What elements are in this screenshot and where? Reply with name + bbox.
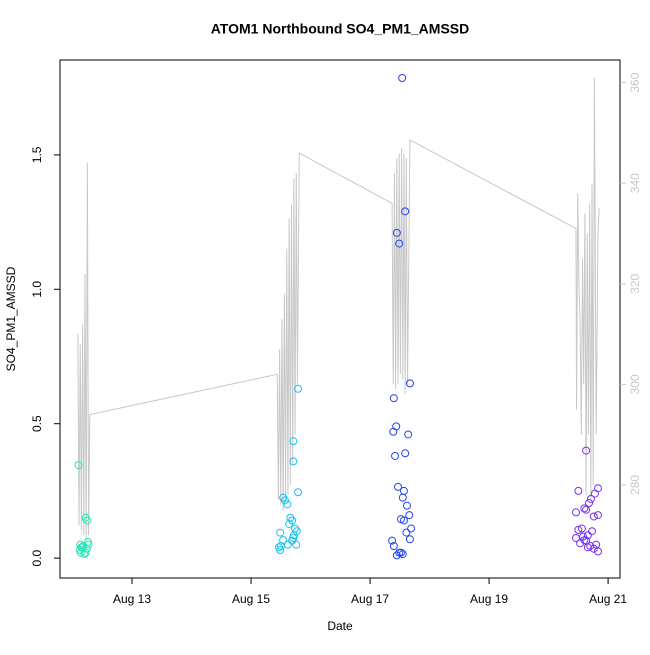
scatter-point [580, 504, 589, 513]
scatter-point [389, 394, 398, 403]
scatter-point [392, 228, 401, 237]
y2-tick-label: 300 [628, 374, 642, 394]
scatter-point [392, 551, 401, 560]
scatter-point [81, 548, 90, 557]
scatter-point [577, 524, 586, 533]
scatter-point [77, 543, 86, 552]
scatter-point [404, 430, 413, 439]
plot-frame [59, 59, 621, 579]
scatter-point [289, 457, 298, 466]
scatter-point [398, 493, 407, 502]
scatter-point [589, 544, 598, 553]
scatter-point [401, 449, 410, 458]
scatter-point [395, 239, 404, 248]
scatter-point [405, 535, 414, 544]
y-tick-label: 0.5 [30, 415, 44, 432]
scatter-point [585, 499, 594, 508]
scatter-point [276, 528, 285, 537]
y2-tick-label: 340 [628, 173, 642, 193]
scatter-point [582, 536, 591, 545]
y-tick-label: 1.0 [30, 281, 44, 298]
scatter-point [399, 486, 408, 495]
y2-tick-label: 320 [628, 273, 642, 293]
x-tick-label: Aug 13 [113, 592, 151, 606]
scatter-point [280, 496, 289, 505]
scatter-point [574, 486, 583, 495]
scatter-point [402, 501, 411, 510]
scatter-point [394, 482, 403, 491]
scatter-point [571, 508, 580, 517]
scatter-point [398, 550, 407, 559]
scatter-point [589, 512, 598, 521]
y-tick-label: 0.0 [30, 549, 44, 566]
scatter-point [398, 74, 407, 83]
y-tick-label: 1.5 [30, 146, 44, 163]
scatter-point [80, 550, 89, 559]
scatter-point [399, 516, 408, 525]
scatter-point [83, 516, 92, 525]
scatter-point [574, 525, 583, 534]
scatter-point [582, 446, 591, 455]
scatter-point [593, 484, 602, 493]
x-tick-label: Aug 21 [589, 592, 627, 606]
scatter-point [288, 536, 297, 545]
scatter-point [591, 489, 600, 498]
chart-title: ATOM1 Northbound SO4_PM1_AMSSD [211, 21, 470, 37]
scatter-point [401, 207, 410, 216]
y2-line [77, 77, 600, 541]
x-tick-label: Aug 17 [351, 592, 389, 606]
y2-tick-label: 280 [628, 475, 642, 495]
y2-tick-label: 360 [628, 72, 642, 92]
y-axis-label: SO4_PM1_AMSSD [4, 266, 18, 371]
scatter-point [405, 379, 414, 388]
scatter-point [389, 427, 398, 436]
scatter-point [74, 461, 83, 470]
scatter-point [289, 437, 298, 446]
x-tick-label: Aug 15 [232, 592, 270, 606]
scatter-point [588, 527, 597, 536]
scatter-point [407, 524, 416, 533]
scatter-point [294, 488, 303, 497]
scatter-point [388, 536, 397, 545]
scatter-point [402, 528, 411, 537]
scatter-point [593, 511, 602, 520]
scatter-point [283, 500, 292, 509]
scatter-point [593, 547, 602, 556]
scatter-point [82, 544, 91, 553]
scatter-point [405, 511, 414, 520]
scatter-point [279, 536, 288, 545]
scatter-point [582, 505, 591, 514]
scatter-point [389, 542, 398, 551]
x-tick-label: Aug 19 [470, 592, 508, 606]
scatter-point [76, 548, 85, 557]
scatter-point [392, 422, 401, 431]
scatter-point [396, 548, 405, 557]
scatter-point [292, 540, 301, 549]
scatter-point [84, 540, 93, 549]
scatter-point [391, 451, 400, 460]
scatter-point [586, 494, 595, 503]
scatter-point [285, 519, 294, 528]
x-axis-label: Date [327, 619, 353, 633]
scatter-point [276, 546, 285, 555]
scatter-point [294, 384, 303, 393]
